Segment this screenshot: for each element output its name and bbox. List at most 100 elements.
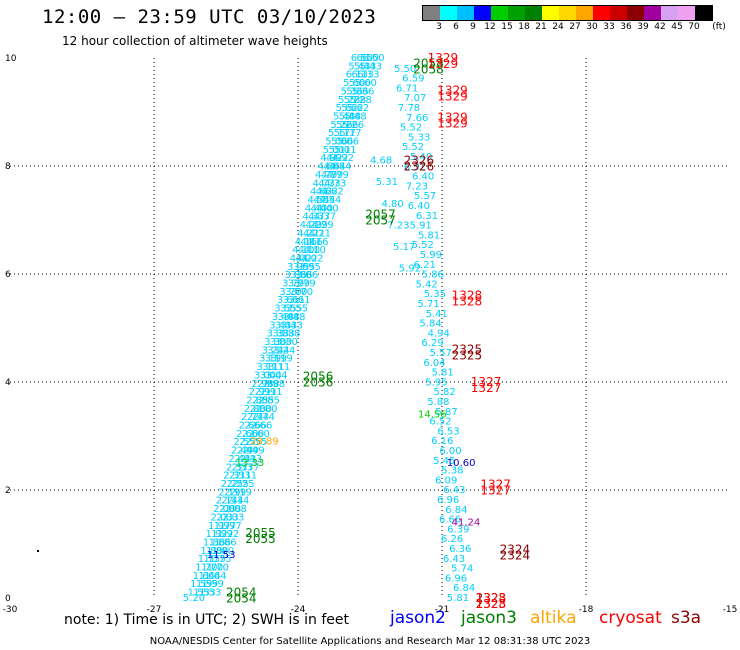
swh-label: 6.66	[439, 515, 461, 526]
swh-label: 6.40	[408, 201, 430, 212]
swh-label: 4.84	[329, 162, 351, 173]
pass-number-label: 2055	[245, 532, 276, 546]
swh-label: 6.53	[437, 426, 459, 437]
pass-number-label: 2057	[365, 214, 396, 228]
legend-label: 45	[671, 22, 683, 32]
swh-label: 5.36	[352, 86, 374, 97]
pass-number-label: 1329	[437, 89, 468, 103]
swh-label: 3.24	[267, 345, 289, 356]
swh-label: 7.78	[398, 103, 420, 114]
swh-label: 2.43	[234, 454, 256, 465]
swh-label: 6.04	[423, 358, 445, 369]
swh-label: 3.55	[280, 304, 302, 315]
swh-label: 5.36	[341, 86, 363, 97]
legend-label: 6	[453, 22, 459, 32]
legend-label: 36	[620, 22, 632, 32]
swh-label: 3.79	[282, 279, 304, 290]
swh-label: 4.73	[324, 178, 346, 189]
swh-label: 5.41	[426, 309, 448, 320]
legend-label: 12	[484, 22, 496, 32]
swh-label-highlight: 5.20	[183, 593, 205, 604]
swh-label: 5.60	[349, 78, 371, 89]
swh-label: 5.48	[339, 111, 361, 122]
swh-label: 3.43	[269, 320, 291, 331]
swh-label: 5.52	[402, 142, 424, 153]
pass-number-label: 2055	[245, 526, 276, 540]
stray-dot	[37, 550, 39, 552]
swh-label: 1.70	[195, 563, 217, 574]
color-legend	[422, 5, 713, 21]
swh-label: 3.19	[271, 354, 293, 365]
swh-label: 2.31	[235, 471, 257, 482]
swh-label: 1.64	[204, 571, 226, 582]
swh-label: 1.80	[200, 546, 222, 557]
swh-label: 5.43	[360, 61, 382, 72]
swh-label: 3.30	[270, 337, 292, 348]
swh-label: 6.13	[357, 70, 379, 81]
swh-label: 2.14	[227, 496, 249, 507]
swh-label: 2.37	[226, 462, 248, 473]
swh-label: 3.95	[299, 262, 321, 273]
swh-label: 2.03	[211, 512, 233, 523]
swh-label: 5.42	[416, 279, 438, 290]
legend-label: 27	[569, 22, 581, 32]
swh-label: 3.70	[291, 287, 313, 298]
pass-number-label: 2056	[303, 376, 334, 390]
swh-label: 2.19	[230, 487, 252, 498]
swh-label: 6.59	[402, 74, 424, 85]
swh-label: 2.60	[248, 429, 270, 440]
swh-label: 2.08	[225, 504, 247, 515]
legend-swatch	[542, 6, 559, 20]
swh-label: 5.52	[400, 123, 422, 134]
pass-number-label: 1328	[476, 597, 507, 611]
legend-swatch	[525, 6, 542, 20]
swh-label: 3.70	[279, 287, 301, 298]
credit-line: NOAA/NESDIS Center for Satellite Applica…	[149, 636, 591, 647]
swh-label: 3.30	[276, 337, 298, 348]
swh-label: 4.37	[302, 212, 324, 223]
swh-label: 5.50	[394, 64, 416, 75]
swh-label: 4.62	[310, 187, 332, 198]
satellite-s3a: s3a	[671, 608, 702, 628]
swh-label: 5.26	[342, 120, 364, 131]
swh-label: 2.25	[221, 479, 243, 490]
swh-label: 6.32	[404, 162, 426, 173]
swh-label: 2.66	[239, 421, 261, 432]
swh-label: 1.53	[199, 588, 221, 599]
swh-label: 4.37	[308, 212, 330, 223]
swh-label: 2.66	[244, 421, 266, 432]
swh-label: 5.62	[336, 103, 358, 114]
swh-label: 2.60	[242, 429, 264, 440]
swh-label: 2.80	[249, 404, 271, 415]
swh-label: 5.17	[393, 242, 415, 253]
swh-label: 2.49	[242, 446, 264, 457]
legend-swatch	[661, 6, 678, 20]
swh-label: 4.54	[307, 195, 329, 206]
swh-label: 5.40	[410, 152, 432, 163]
swh-label: 5.17	[339, 128, 361, 139]
legend-swatch	[423, 6, 440, 20]
legend-label: 24	[552, 22, 564, 32]
swh-label: 6.21	[414, 260, 436, 271]
swh-label: 3.11	[262, 362, 284, 373]
swh-label: 3.30	[264, 337, 286, 348]
swh-label-highlight: 11.53	[207, 550, 236, 561]
swh-label: 7.23	[387, 220, 409, 231]
swh-label: 4.10	[292, 245, 314, 256]
swh-label: 2.91	[260, 387, 282, 398]
swh-label: 5.60	[355, 78, 377, 89]
swh-label: 4.68	[370, 156, 392, 167]
pass-number-label: 2058	[413, 56, 444, 70]
satellite-altika: altika	[530, 608, 577, 628]
swh-label: 5.06	[337, 137, 359, 148]
swh-label: 7.23	[406, 181, 428, 192]
swh-label: 2.55	[245, 437, 267, 448]
swh-label: 5.17	[334, 128, 356, 139]
swh-label: 4.10	[298, 245, 320, 256]
swh-label: 5.74	[451, 564, 473, 575]
swh-label: 1.80	[212, 546, 234, 557]
swh-label: 1.59	[190, 579, 212, 590]
swh-label: 2.85	[258, 395, 280, 406]
pass-number-label: 2056	[303, 370, 334, 384]
